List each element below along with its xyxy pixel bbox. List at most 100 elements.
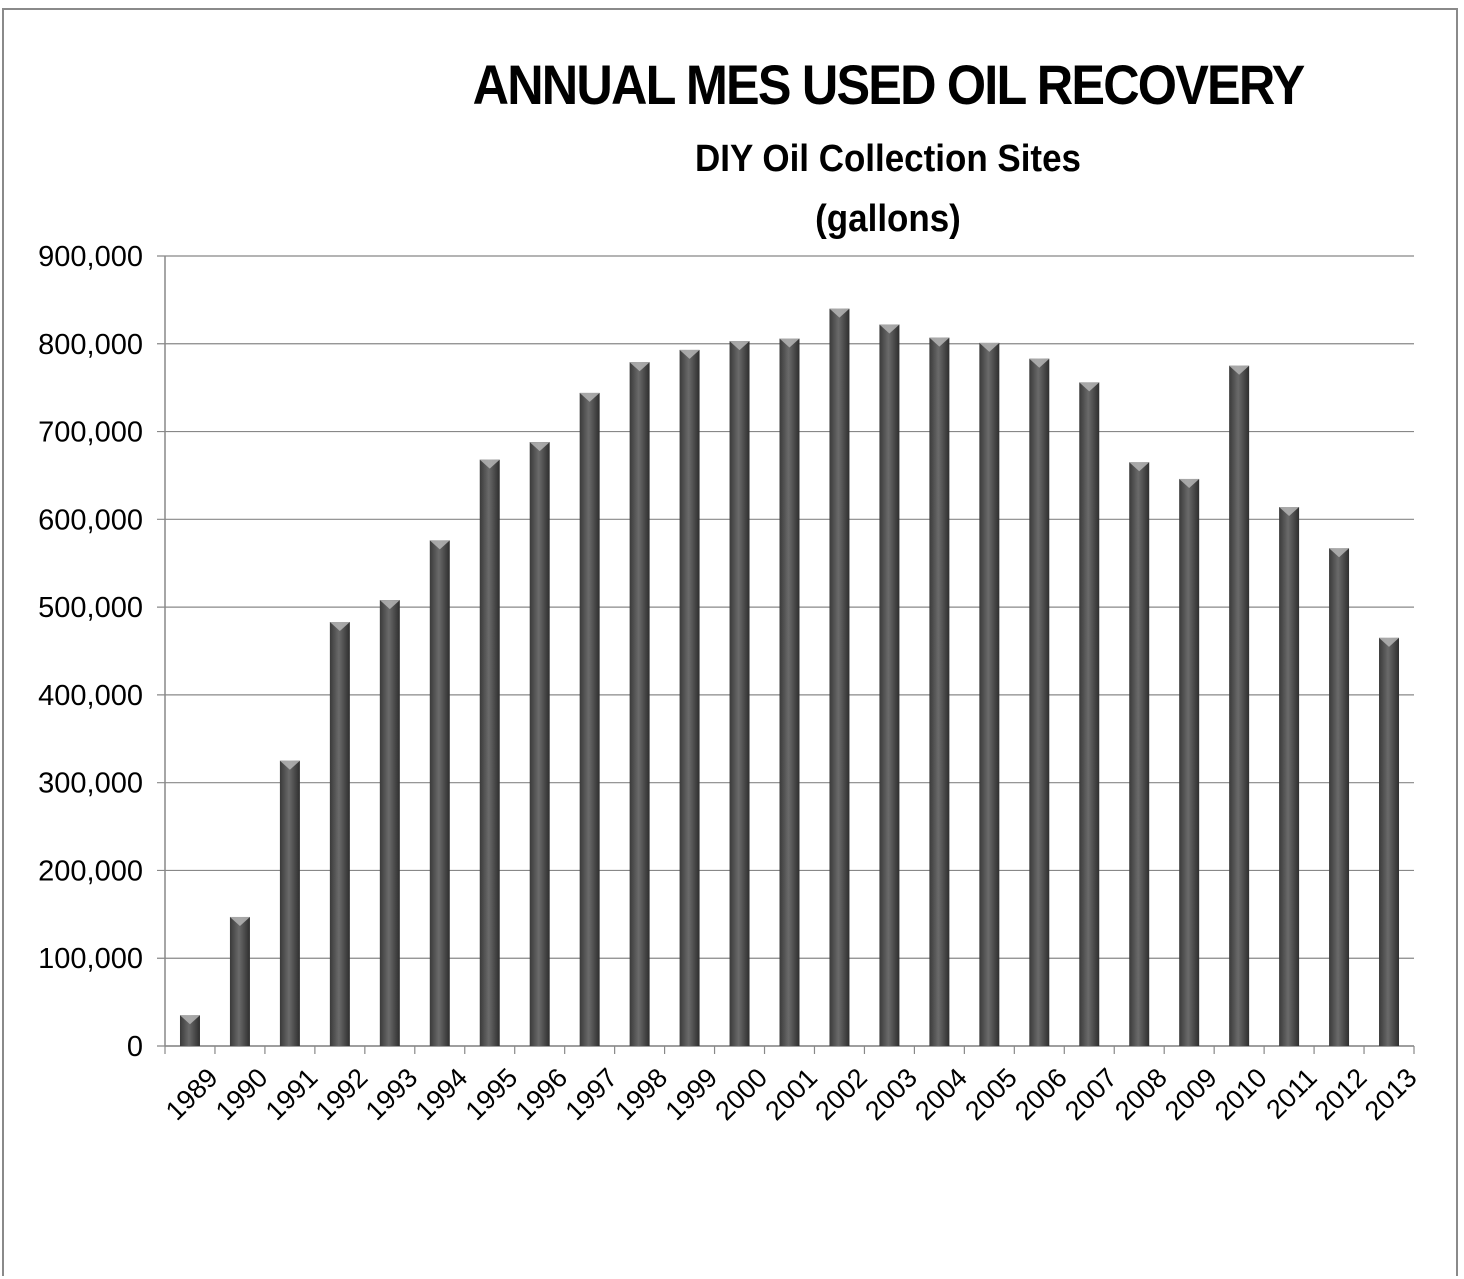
bar-body <box>1129 462 1150 1046</box>
bar <box>779 338 800 1046</box>
x-tick-label: 1989 <box>160 1062 224 1126</box>
y-tick-labels: 0 100,000 200,000 300,000 400,000 500,000 600,… <box>38 241 143 1063</box>
y-tick-label: 100,000 <box>38 943 143 975</box>
x-tick-labels: 1989199019911992199319941995199619971998… <box>160 1062 1423 1126</box>
bar-body <box>829 308 850 1047</box>
y-tick-label: 0 <box>127 1031 143 1063</box>
bar-body <box>429 540 450 1046</box>
bar-body <box>1179 478 1200 1046</box>
bar-body <box>779 338 800 1046</box>
bar <box>429 540 450 1046</box>
bar <box>1029 358 1050 1046</box>
bar-cap <box>979 342 1000 352</box>
y-tick-label: 700,000 <box>38 417 143 449</box>
chart-units: (gallons) <box>815 198 961 240</box>
bar-body <box>879 324 900 1046</box>
bar-cap <box>1229 365 1250 375</box>
bar-body <box>379 600 400 1046</box>
bar <box>729 341 750 1047</box>
bar-cap <box>529 442 550 452</box>
bar <box>929 337 950 1047</box>
bar-cap <box>1079 382 1100 392</box>
bar <box>579 392 600 1046</box>
bar-cap <box>729 341 750 351</box>
bar-body <box>629 362 650 1046</box>
bar-cap <box>379 600 400 610</box>
bar-cap <box>329 622 350 632</box>
x-tick-label: 2010 <box>1209 1062 1273 1126</box>
x-tick-label: 2001 <box>759 1062 823 1126</box>
bar-body <box>1079 382 1100 1046</box>
bar-cap <box>479 459 500 469</box>
bar <box>1279 507 1300 1046</box>
bar <box>829 308 850 1047</box>
x-tick-label: 1990 <box>210 1062 274 1126</box>
bar-cap <box>579 392 600 402</box>
bar <box>1129 462 1150 1046</box>
bar-cap <box>679 349 700 359</box>
x-tick-label: 1997 <box>560 1062 624 1126</box>
bar-cap <box>229 916 250 926</box>
y-tick-label: 600,000 <box>38 504 143 536</box>
x-tick-label: 2000 <box>709 1062 773 1126</box>
bar <box>279 760 300 1046</box>
bar-cap <box>1279 507 1300 517</box>
x-tick-label: 1995 <box>460 1062 524 1126</box>
x-tick-label: 2002 <box>809 1062 873 1126</box>
x-tick-label: 2005 <box>959 1062 1023 1126</box>
bar-cap <box>829 308 850 318</box>
y-tick-label: 200,000 <box>38 855 143 887</box>
bar-body <box>1279 507 1300 1046</box>
bar <box>629 362 650 1046</box>
x-tick-label: 1999 <box>659 1062 723 1126</box>
y-tick-label: 300,000 <box>38 768 143 800</box>
y-tick-label: 900,000 <box>38 241 143 273</box>
x-tick-label: 1993 <box>360 1062 424 1126</box>
x-tick-label: 1991 <box>260 1062 324 1126</box>
bar-cap <box>879 324 900 334</box>
x-tick-label: 2013 <box>1359 1062 1423 1126</box>
x-tick-label: 2012 <box>1309 1062 1373 1126</box>
bar <box>179 1015 200 1046</box>
bar-cap <box>429 540 450 550</box>
bar <box>679 349 700 1046</box>
bar <box>1179 478 1200 1046</box>
bar <box>329 622 350 1046</box>
bar <box>1329 548 1350 1046</box>
bar-cap <box>929 337 950 347</box>
bar-cap <box>1379 637 1400 647</box>
x-tick-label: 2007 <box>1059 1062 1123 1126</box>
bar-body <box>729 341 750 1047</box>
bar-body <box>1379 637 1400 1046</box>
x-tick-label: 1992 <box>310 1062 374 1126</box>
bar-cap <box>179 1015 200 1025</box>
x-tick-label: 2009 <box>1159 1062 1223 1126</box>
bar-cap <box>279 760 300 770</box>
bar-cap <box>1029 358 1050 368</box>
y-tick-label: 500,000 <box>38 592 143 624</box>
chart-title: ANNUAL MES USED OIL RECOVERY <box>472 53 1306 116</box>
bar-body <box>229 916 250 1046</box>
bar <box>479 459 500 1047</box>
bar-cap <box>779 338 800 348</box>
bar-body <box>1029 358 1050 1046</box>
bar-body <box>1329 548 1350 1046</box>
x-tick-label: 2003 <box>859 1062 923 1126</box>
bar-body <box>1229 365 1250 1046</box>
bar-cap <box>1179 478 1200 488</box>
x-tick-label: 2011 <box>1260 1062 1322 1124</box>
x-tick-label: 1994 <box>410 1062 474 1126</box>
y-tick-label: 800,000 <box>38 329 143 361</box>
bar-cap <box>629 362 650 372</box>
bar <box>379 600 400 1046</box>
bar-body <box>579 392 600 1046</box>
bar-cap <box>1329 548 1350 558</box>
bar-body <box>479 459 500 1047</box>
chart-subtitle: DIY Oil Collection Sites <box>695 138 1081 180</box>
y-tick-label: 400,000 <box>38 680 143 712</box>
x-tick-label: 2004 <box>909 1062 973 1126</box>
x-tick-label: 1998 <box>610 1062 674 1126</box>
bar <box>229 916 250 1046</box>
bar <box>979 342 1000 1046</box>
